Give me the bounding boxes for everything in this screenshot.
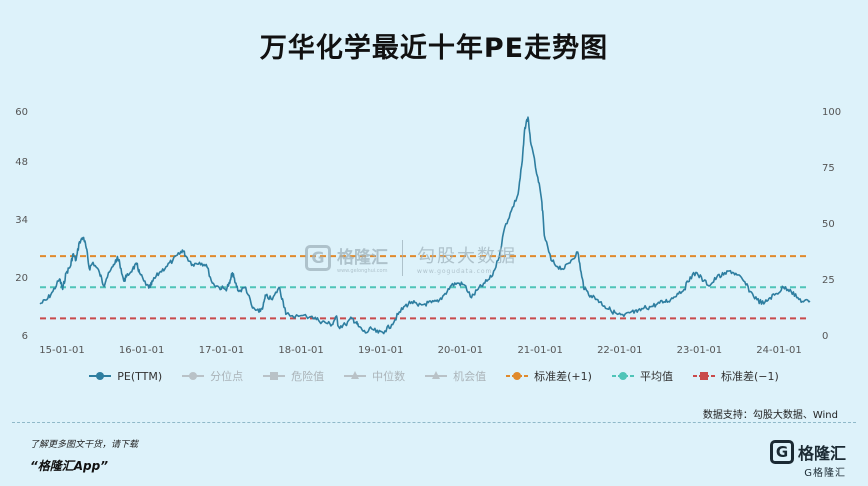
x-tick-label: 24-01-01 [756,345,801,356]
legend-item[interactable]: 分位点 [182,368,243,384]
brand-subtext: G格隆汇 [804,468,846,479]
reference-lines [40,255,810,320]
x-tick-label: 15-01-01 [39,345,84,356]
y-right-tick-label: 100 [822,107,841,118]
y-right-tick-label: 50 [822,219,835,230]
legend-swatch-icon [506,371,529,381]
legend-item[interactable]: 机会值 [425,368,486,384]
y-right-tick-label: 75 [822,163,835,174]
brand-logo: G 格隆汇 G格隆汇 [769,440,846,479]
legend-label: PE(TTM) [117,369,163,383]
legend-label: 平均值 [639,370,673,383]
watermark-url: www.gelonghui.com [337,267,388,274]
watermark-logo-icon: G [305,245,331,271]
legend-item[interactable]: 标准差(+1) [506,368,592,384]
legend-item[interactable]: 中位数 [344,368,405,384]
y-right-tick-label: 25 [822,275,835,286]
brand-logo-icon: G [769,440,794,464]
data-source: 数据支持：勾股大数据、Wind [702,410,838,421]
legend-label: 危险值 [291,370,325,383]
pe-series [39,116,811,335]
x-tick-label: 18-01-01 [278,345,323,356]
x-tick-label: 19-01-01 [358,345,403,356]
y-left-tick-label: 48 [15,157,28,168]
legend-label: 分位点 [210,370,244,383]
y-right-tick-label: 0 [822,331,828,342]
legend-swatch-icon [182,371,205,381]
legend-item[interactable]: PE(TTM) [89,368,162,384]
chart-title: 万华化学最近十年PE走势图 [259,33,609,64]
watermark-url-2: www.gogudata.com [417,267,493,275]
y-left-tick-label: 20 [15,273,28,284]
watermark-divider [402,240,403,276]
watermark: G 格隆汇 www.gelonghui.com 勾股大数据 www.goguda… [305,240,517,276]
watermark-name-2: 勾股大数据 [417,245,517,267]
legend-label: 机会值 [453,370,487,383]
chart-axes: 6 20 34 48 60 0 25 50 75 100 15-01-01 16-01-01 17-01… [15,107,841,356]
legend-swatch-icon [692,371,715,381]
brand-name: 格隆汇 [797,444,846,463]
footer-divider [12,422,856,423]
chart-legend: PE(TTM) 分位点 危险值 中位数 机会值 标准差(+1) 平均值 标准差(−1) [0,368,868,384]
watermark-name: 格隆汇 [337,247,388,268]
pe-chart: 6 20 34 48 60 0 25 50 75 100 15-01-01 16-01-01 17-01… [15,107,841,356]
x-tick-label: 16-01-01 [119,345,164,356]
legend-label: 中位数 [372,370,406,383]
x-tick-label: 22-01-01 [597,345,642,356]
legend-item[interactable]: 危险值 [263,368,324,384]
legend-swatch-icon [425,371,448,381]
legend-swatch-icon [611,371,634,381]
x-tick-label: 20-01-01 [438,345,483,356]
x-tick-label: 21-01-01 [517,345,562,356]
y-left-tick-label: 6 [22,331,28,342]
x-tick-label: 17-01-01 [199,345,244,356]
promo-app-name: “格隆汇App” [30,459,108,473]
y-left-tick-label: 60 [15,107,28,118]
legend-swatch-icon [344,371,367,381]
promo-text: 了解更多图文干货，请下载 [30,440,139,450]
legend-swatch-icon [263,371,286,381]
legend-label: 标准差(−1) [720,370,779,383]
legend-swatch-icon [89,371,112,381]
legend-item[interactable]: 平均值 [611,368,673,384]
legend-label: 标准差(+1) [534,370,592,383]
y-left-tick-label: 34 [15,215,28,226]
x-tick-label: 23-01-01 [677,345,722,356]
pe-ttm-line [39,116,811,335]
legend-item[interactable]: 标准差(−1) [692,368,779,384]
